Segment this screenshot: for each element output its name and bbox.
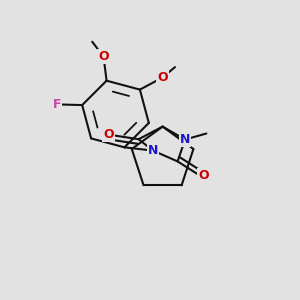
Text: O: O	[198, 169, 209, 182]
Text: O: O	[157, 71, 168, 84]
Text: O: O	[103, 128, 114, 141]
Text: O: O	[98, 50, 109, 63]
Text: F: F	[52, 98, 61, 111]
Text: N: N	[148, 144, 158, 157]
Text: N: N	[180, 133, 190, 146]
